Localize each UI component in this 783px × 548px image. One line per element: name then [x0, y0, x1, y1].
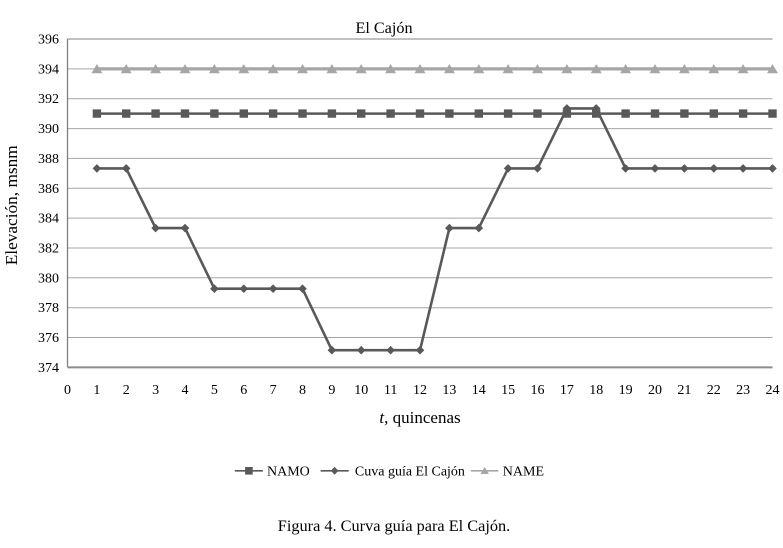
- svg-text:386: 386: [38, 182, 59, 197]
- svg-text:Cuva guía El Cajón: Cuva guía El Cajón: [355, 464, 465, 479]
- svg-text:1: 1: [93, 383, 100, 398]
- svg-text:384: 384: [38, 212, 59, 227]
- svg-text:8: 8: [299, 383, 306, 398]
- svg-text:Figura 4. Curva guía para El C: Figura 4. Curva guía para El Cajón.: [278, 516, 510, 535]
- svg-text:2: 2: [123, 383, 130, 398]
- svg-text:390: 390: [38, 122, 59, 137]
- svg-text:El Cajón: El Cajón: [355, 19, 412, 37]
- svg-text:4: 4: [182, 383, 189, 398]
- svg-text:3: 3: [152, 383, 159, 398]
- svg-text:16: 16: [531, 383, 545, 398]
- svg-text:22: 22: [707, 383, 721, 398]
- svg-text:6: 6: [240, 383, 247, 398]
- svg-text:388: 388: [38, 152, 59, 167]
- svg-text:24: 24: [766, 383, 780, 398]
- svg-text:396: 396: [38, 33, 59, 48]
- svg-text:15: 15: [501, 383, 515, 398]
- svg-text:376: 376: [38, 331, 59, 346]
- svg-text:382: 382: [38, 242, 59, 257]
- svg-text:t, quincenas: t, quincenas: [379, 408, 460, 427]
- svg-text:14: 14: [472, 383, 486, 398]
- svg-text:13: 13: [442, 383, 456, 398]
- svg-text:NAME: NAME: [503, 464, 544, 479]
- svg-text:378: 378: [38, 301, 59, 316]
- svg-text:17: 17: [560, 383, 574, 398]
- svg-text:18: 18: [589, 383, 603, 398]
- svg-text:374: 374: [38, 361, 59, 376]
- svg-text:NAMO: NAMO: [267, 464, 310, 479]
- svg-text:19: 19: [619, 383, 633, 398]
- svg-text:9: 9: [328, 383, 335, 398]
- svg-text:0: 0: [64, 383, 71, 398]
- svg-text:Elevación, msnm: Elevación, msnm: [2, 145, 21, 266]
- svg-text:7: 7: [270, 383, 277, 398]
- svg-text:11: 11: [384, 383, 397, 398]
- svg-text:5: 5: [211, 383, 218, 398]
- svg-text:380: 380: [38, 271, 59, 286]
- svg-text:20: 20: [648, 383, 662, 398]
- svg-text:23: 23: [736, 383, 750, 398]
- svg-text:392: 392: [38, 92, 59, 107]
- svg-text:21: 21: [677, 383, 691, 398]
- svg-text:12: 12: [413, 383, 427, 398]
- svg-text:10: 10: [354, 383, 368, 398]
- svg-text:394: 394: [38, 62, 59, 77]
